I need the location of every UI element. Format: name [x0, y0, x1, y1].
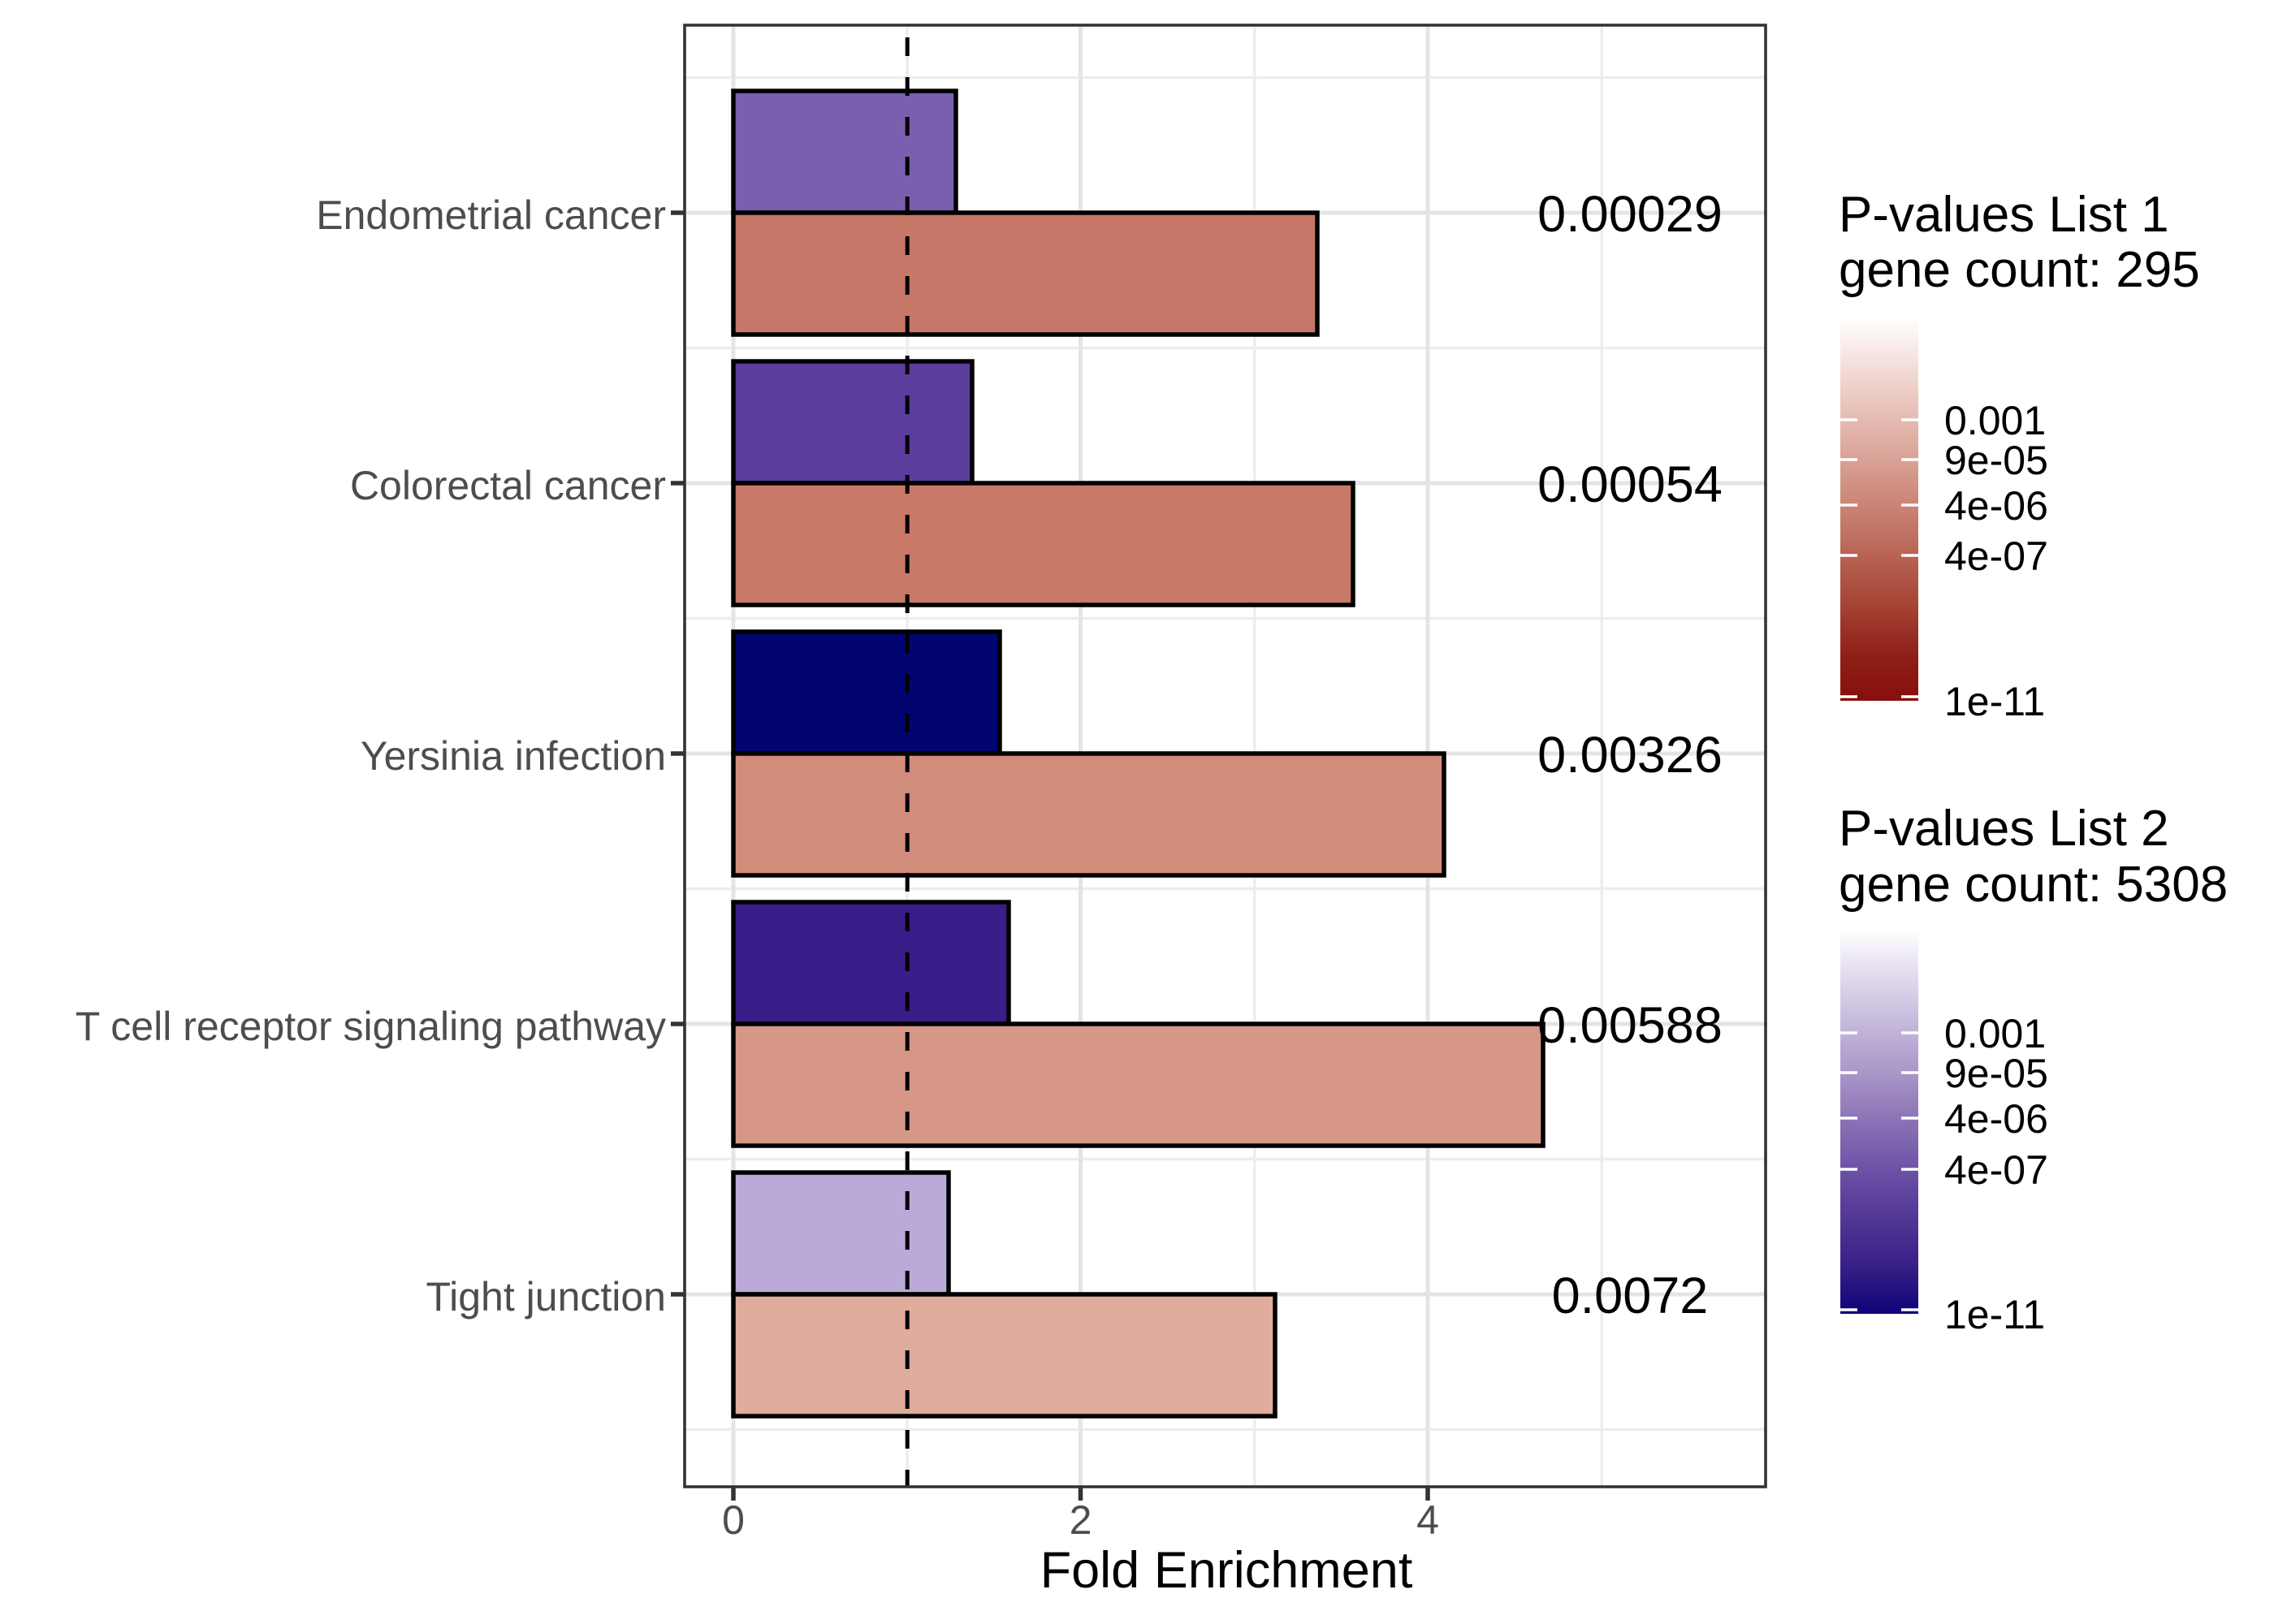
- svg-text:0.00029: 0.00029: [1537, 186, 1723, 243]
- svg-text:Colorectal cancer: Colorectal cancer: [350, 463, 666, 508]
- svg-text:0.00588: 0.00588: [1537, 997, 1723, 1054]
- svg-text:1e-11: 1e-11: [1944, 1292, 2045, 1337]
- svg-text:Yersinia infection: Yersinia infection: [361, 733, 666, 779]
- svg-text:4e-07: 4e-07: [1944, 533, 2048, 579]
- svg-text:4e-07: 4e-07: [1944, 1147, 2048, 1193]
- svg-text:0.0072: 0.0072: [1552, 1268, 1709, 1324]
- svg-text:Fold Enrichment: Fold Enrichment: [1040, 1542, 1413, 1599]
- svg-text:9e-05: 9e-05: [1944, 438, 2048, 483]
- svg-text:Tight junction: Tight junction: [426, 1274, 666, 1320]
- svg-text:4e-06: 4e-06: [1944, 1096, 2048, 1142]
- svg-text:T cell receptor signaling path: T cell receptor signaling pathway: [76, 1004, 666, 1049]
- svg-text:gene count: 5308: gene count: 5308: [1839, 857, 2228, 913]
- svg-text:Endometrial cancer: Endometrial cancer: [316, 192, 666, 238]
- svg-text:0.00326: 0.00326: [1537, 727, 1723, 784]
- svg-text:4e-06: 4e-06: [1944, 483, 2048, 529]
- svg-text:0: 0: [722, 1497, 745, 1543]
- svg-text:9e-05: 9e-05: [1944, 1051, 2048, 1096]
- svg-text:4: 4: [1416, 1497, 1439, 1543]
- svg-text:P-values List 1: P-values List 1: [1839, 187, 2169, 243]
- svg-text:0.001: 0.001: [1944, 1011, 2046, 1056]
- svg-text:2: 2: [1070, 1497, 1092, 1543]
- svg-text:0.00054: 0.00054: [1537, 456, 1723, 513]
- svg-text:P-values List 2: P-values List 2: [1839, 801, 2169, 857]
- svg-text:0.001: 0.001: [1944, 398, 2046, 443]
- svg-text:1e-11: 1e-11: [1944, 679, 2045, 724]
- svg-text:gene count: 295: gene count: 295: [1839, 242, 2200, 298]
